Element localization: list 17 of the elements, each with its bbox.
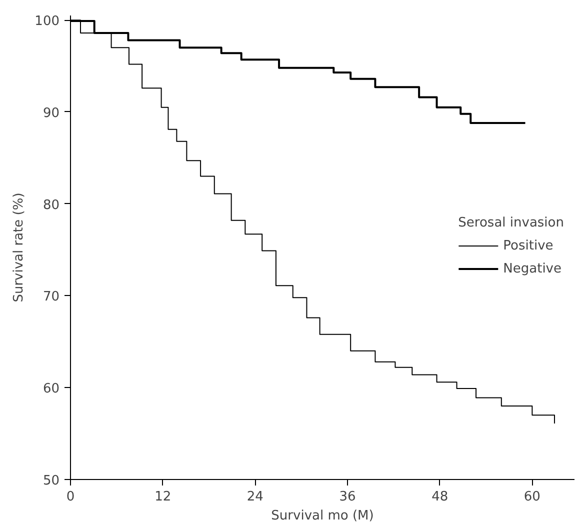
x-tick-label: 48	[432, 490, 448, 504]
y-axis-title: Survival rate (%)	[12, 192, 27, 302]
legend-label: Positive	[503, 238, 554, 253]
x-tick-label: 12	[154, 490, 172, 504]
x-tick-label: 24	[246, 490, 264, 504]
y-tick-label: 100	[34, 14, 60, 30]
y-tick-label: 80	[42, 198, 60, 213]
y-tick-label: 50	[42, 474, 60, 488]
x-tick-label: 0	[66, 490, 75, 504]
legend-label: Negative	[503, 261, 562, 276]
legend-title: Serosal invasion	[458, 216, 564, 230]
x-tick-label: 60	[524, 490, 540, 504]
x-tick-label: 36	[339, 490, 356, 504]
y-tick-label: 90	[42, 106, 60, 121]
y-tick-label: 70	[42, 290, 60, 305]
x-axis-title: Survival mo (M)	[271, 508, 374, 524]
y-tick-label: 60	[42, 382, 60, 397]
